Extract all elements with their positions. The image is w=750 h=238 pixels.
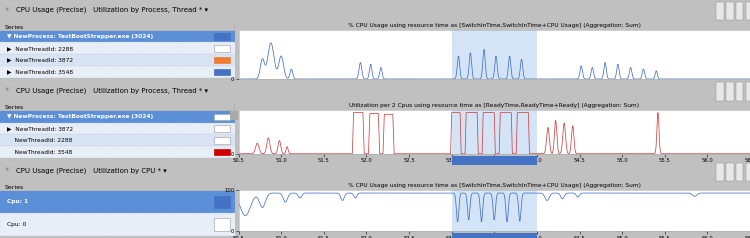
Text: NewThreadId: 2288: NewThreadId: 2288 [7,138,73,143]
Bar [716,163,724,181]
Bar [233,23,235,80]
Bar [746,163,750,181]
Text: ▼ NewProcess: TestBootStrapper.exe (3024): ▼ NewProcess: TestBootStrapper.exe (3024… [7,114,153,119]
Text: Cpu: 1: Cpu: 1 [7,199,28,204]
Text: ▼ NewProcess: TestBootStrapper.exe (3024): ▼ NewProcess: TestBootStrapper.exe (3024… [7,34,153,39]
Bar [214,114,230,120]
Bar [452,190,537,231]
Text: Cpu: 0: Cpu: 0 [7,222,26,227]
Bar [214,137,230,144]
Text: ☀: ☀ [4,87,10,93]
Text: NewThreadId: 3548: NewThreadId: 3548 [7,150,73,155]
Bar [214,125,230,132]
Bar [452,110,537,154]
Bar [214,45,230,52]
Bar [233,183,235,238]
Bar [230,111,238,120]
Bar [726,82,734,100]
Text: Series: Series [4,25,24,30]
Bar [0,134,235,146]
Text: ▶  NewThreadId: 2288: ▶ NewThreadId: 2288 [7,46,74,51]
Bar [0,123,235,134]
Bar [214,57,230,64]
Bar [726,163,734,181]
Bar [214,196,230,208]
Text: ☀: ☀ [4,168,10,174]
Bar [0,54,235,66]
Bar [0,146,235,158]
Bar [452,233,537,238]
Bar [736,82,743,100]
Text: ▶  NewThreadId: 3548: ▶ NewThreadId: 3548 [7,69,74,74]
Bar [0,213,235,236]
Bar [0,191,235,213]
Title: % CPU Usage using resource time as [SwitchInTime,SwitchInTime+CPU Usage] (Aggreg: % CPU Usage using resource time as [Swit… [348,183,640,188]
Text: ☀: ☀ [4,7,10,13]
Bar [726,2,734,20]
Bar [452,30,537,79]
Bar [233,103,235,160]
Bar [452,156,537,165]
Bar [746,82,750,100]
Text: CPU Usage (Precise)   Utilization by Process, Thread * ▾: CPU Usage (Precise) Utilization by Proce… [16,7,208,13]
Bar [736,163,743,181]
Text: CPU Usage (Precise)   Utilization by CPU * ▾: CPU Usage (Precise) Utilization by CPU *… [16,167,167,174]
Bar [214,218,230,231]
Bar [736,2,743,20]
Bar [0,111,235,123]
Text: CPU Usage (Precise)   Utilization by Process, Thread * ▾: CPU Usage (Precise) Utilization by Proce… [16,87,208,94]
Bar [0,66,235,78]
Bar [0,31,235,42]
Text: ▶  NewThreadId: 3872: ▶ NewThreadId: 3872 [7,58,74,63]
Title: Utilization per 2 Cpus using resource time as [ReadyTime,ReadyTime+Ready] (Aggre: Utilization per 2 Cpus using resource ti… [350,103,639,108]
Bar [214,33,230,40]
Text: ▶  NewThreadId: 3872: ▶ NewThreadId: 3872 [7,126,74,131]
Text: Series: Series [4,105,24,110]
Bar [746,2,750,20]
Bar [716,2,724,20]
Bar [0,42,235,54]
Text: Series: Series [4,185,24,190]
Bar [716,82,724,100]
Bar [214,69,230,75]
Title: % CPU Usage using resource time as [SwitchInTime,SwitchInTime+CPU Usage] (Aggreg: % CPU Usage using resource time as [Swit… [348,23,640,28]
Bar [214,149,230,155]
